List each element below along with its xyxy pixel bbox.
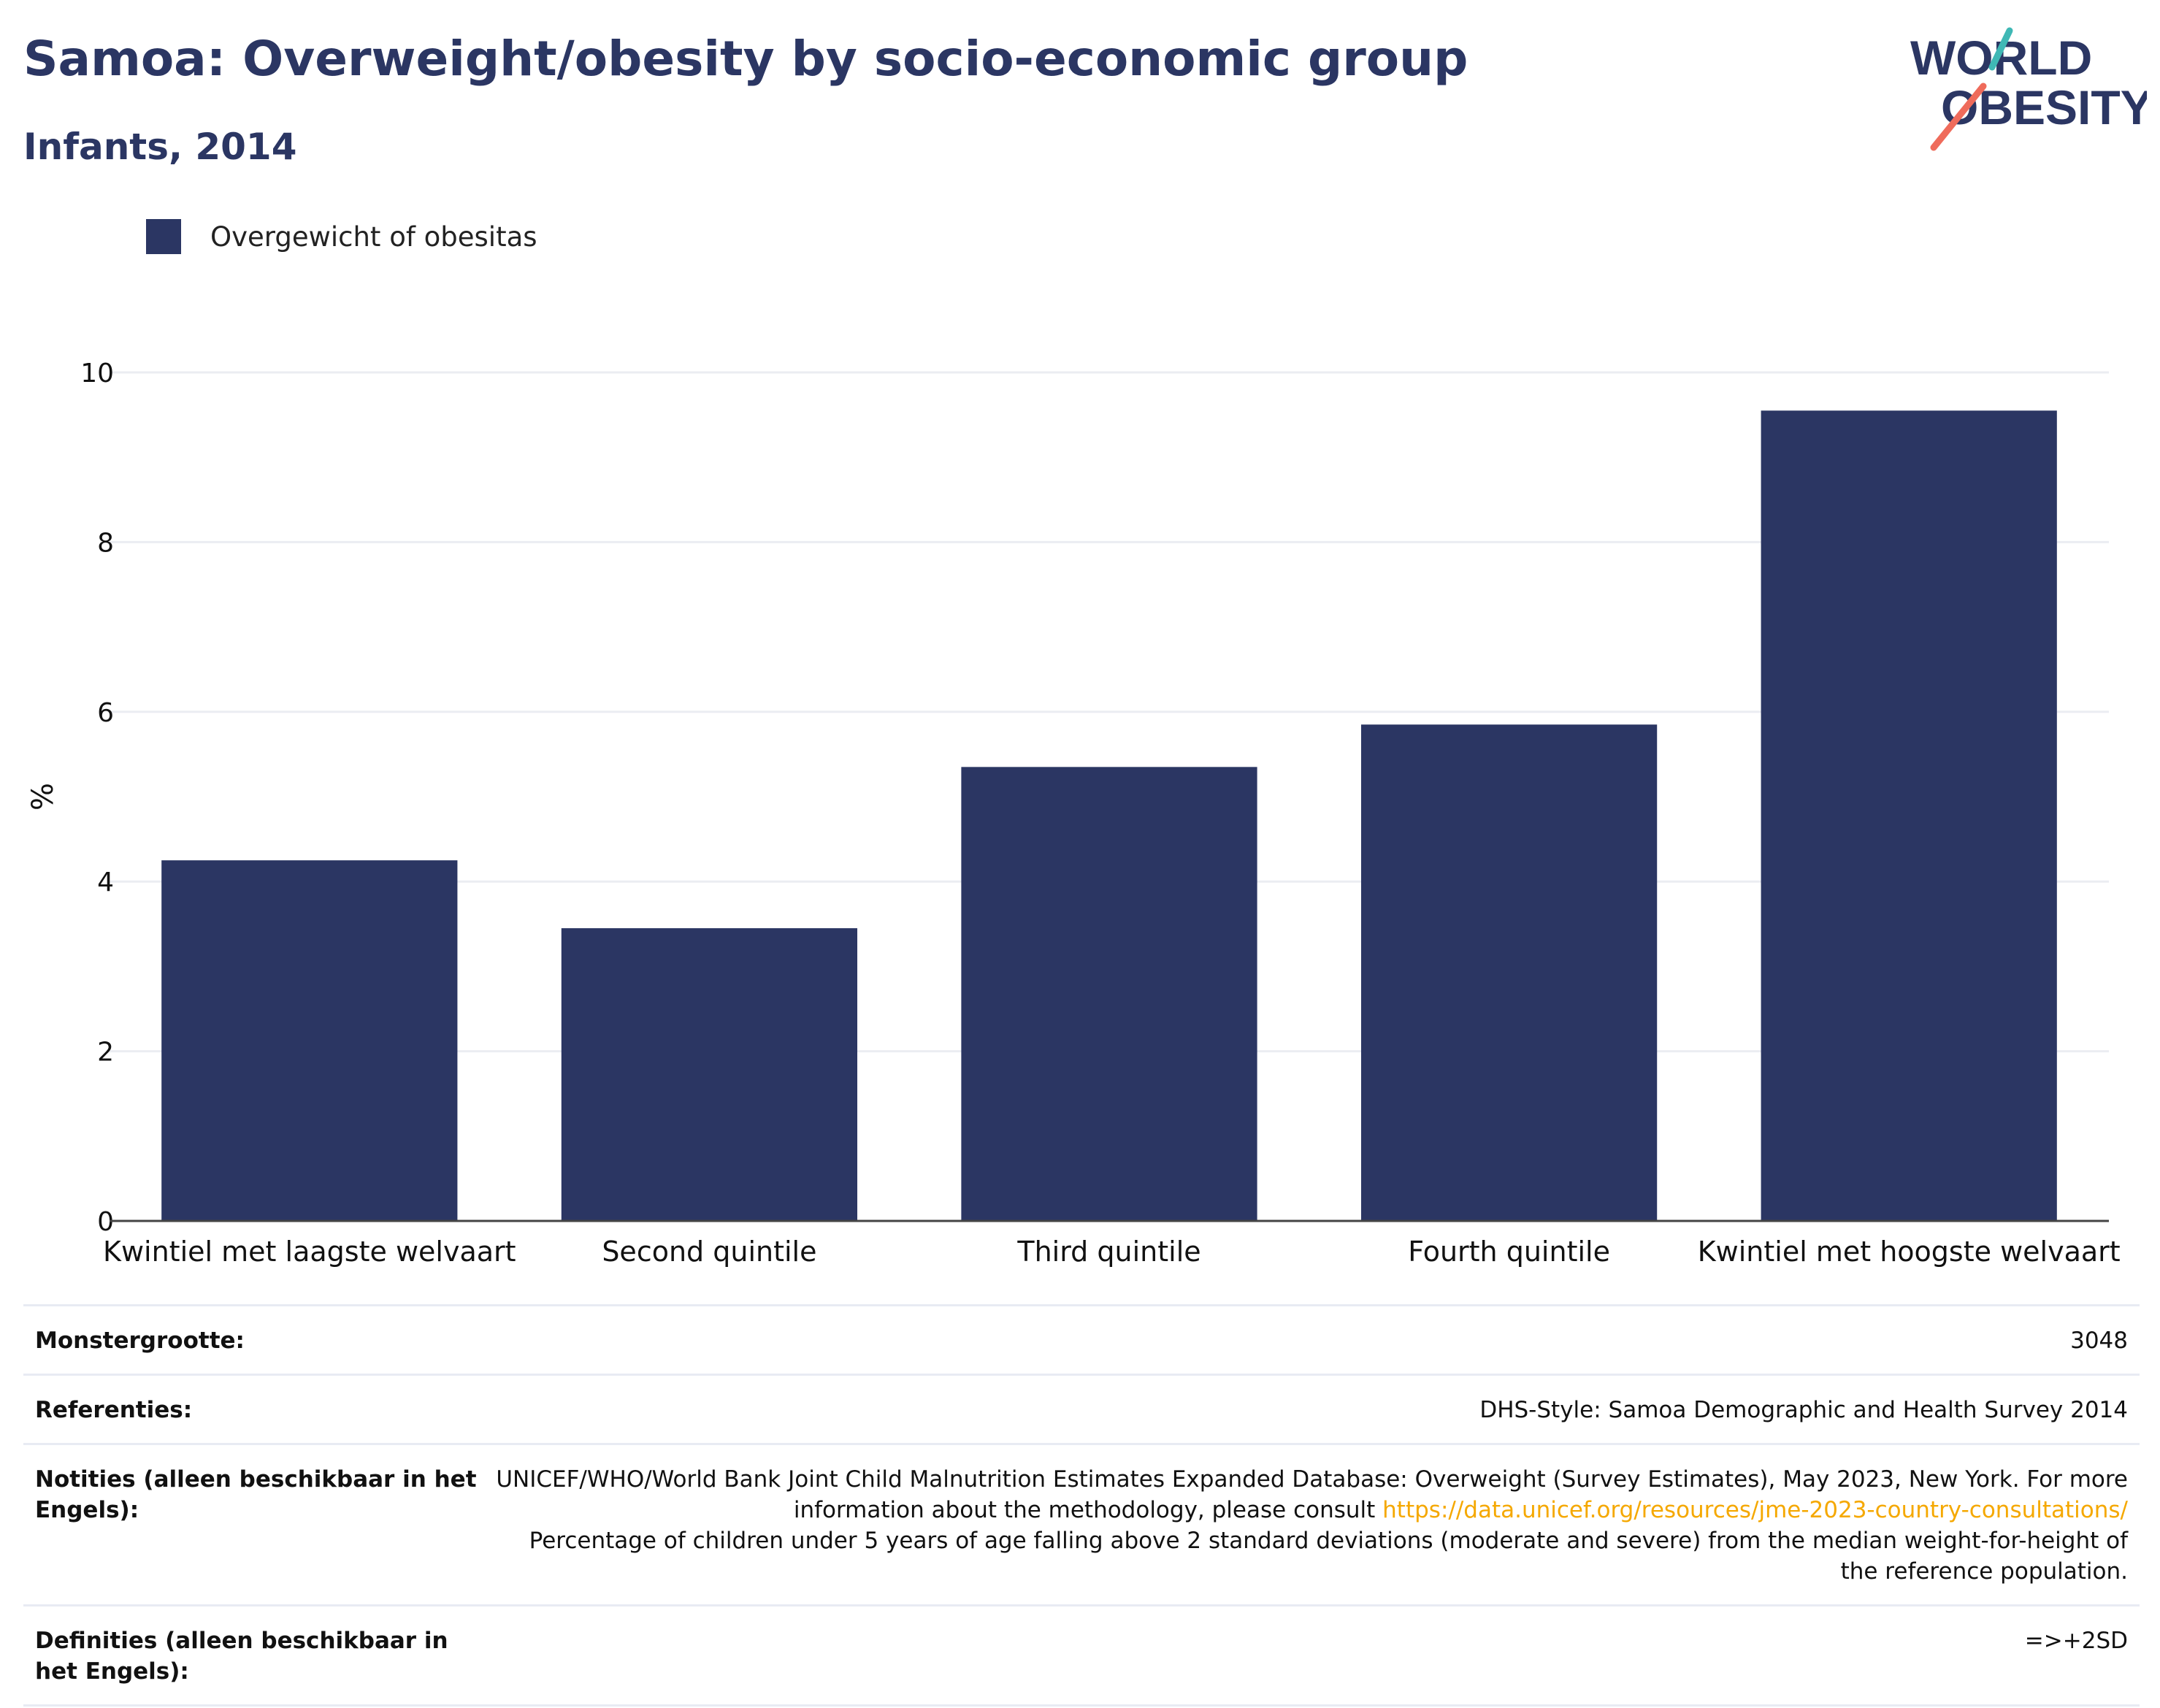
bar [961, 767, 1257, 1221]
sample-size-value: 3048 [2070, 1328, 2128, 1354]
y-axis-label: % [26, 783, 60, 811]
chart-subtitle: Infants, 2014 [23, 126, 297, 168]
info-row-definitions: Definities (alleen beschikbaar in het En… [23, 1604, 2140, 1707]
bar [1360, 724, 1658, 1221]
notes-value: UNICEF/WHO/World Bank Joint Child Malnut… [492, 1464, 2128, 1587]
x-tick-label: Fourth quintile [1408, 1236, 1610, 1268]
notes-label: Notities (alleen beschikbaar in het Enge… [35, 1466, 477, 1523]
logo-slash-teal [1988, 27, 2013, 71]
bar [1761, 410, 2057, 1221]
info-row-notes: Notities (alleen beschikbaar in het Enge… [23, 1443, 2140, 1604]
sample-size-label: Monstergrootte: [35, 1328, 245, 1354]
y-tick-label: 8 [97, 528, 114, 558]
chart-title: Samoa: Overweight/obesity by socio-econo… [23, 31, 1468, 87]
references-label: Referenties: [35, 1397, 193, 1423]
bar [561, 928, 858, 1221]
x-tick-label: Third quintile [1016, 1236, 1200, 1268]
world-obesity-logo: WORLD OBESITY [1910, 27, 2147, 151]
y-tick-label: 6 [97, 698, 114, 728]
info-table: Monstergrootte: 3048 Referenties: DHS-St… [23, 1304, 2140, 1707]
y-tick-label: 0 [97, 1207, 114, 1237]
legend-swatch [146, 219, 181, 254]
definitions-value: =>+2SD [2024, 1628, 2128, 1654]
notes-text-2: Percentage of children under 5 years of … [529, 1528, 2128, 1585]
legend-label: Overgewicht of obesitas [210, 221, 537, 253]
x-tick-label: Kwintiel met hoogste welvaart [1698, 1236, 2121, 1268]
logo-word-world: WORLD [1910, 31, 2092, 85]
bar [161, 860, 458, 1221]
y-tick-label: 4 [97, 868, 114, 897]
bar-chart: 0 2 4 6 8 10 Kwintiel met laagste welvaart Seco… [26, 359, 2121, 1268]
references-value: DHS-Style: Samoa Demographic and Health … [1479, 1397, 2128, 1423]
x-tick-label: Second quintile [602, 1236, 816, 1268]
logo-slash-coral [1930, 83, 1987, 151]
notes-text-1: UNICEF/WHO/World Bank Joint Child Malnut… [496, 1466, 2128, 1523]
info-row-sample-size: Monstergrootte: 3048 [23, 1304, 2140, 1374]
info-row-references: Referenties: DHS-Style: Samoa Demographi… [23, 1374, 2140, 1443]
definitions-label: Definities (alleen beschikbaar in het En… [35, 1628, 448, 1685]
y-tick-label: 2 [97, 1038, 114, 1068]
logo-word-obesity: OBESITY [1941, 80, 2147, 134]
legend: Overgewicht of obesitas [146, 216, 537, 257]
notes-link[interactable]: https://data.unicef.org/resources/jme-20… [1382, 1497, 2128, 1523]
y-tick-label: 10 [80, 359, 114, 388]
x-tick-label: Kwintiel met laagste welvaart [103, 1236, 516, 1268]
